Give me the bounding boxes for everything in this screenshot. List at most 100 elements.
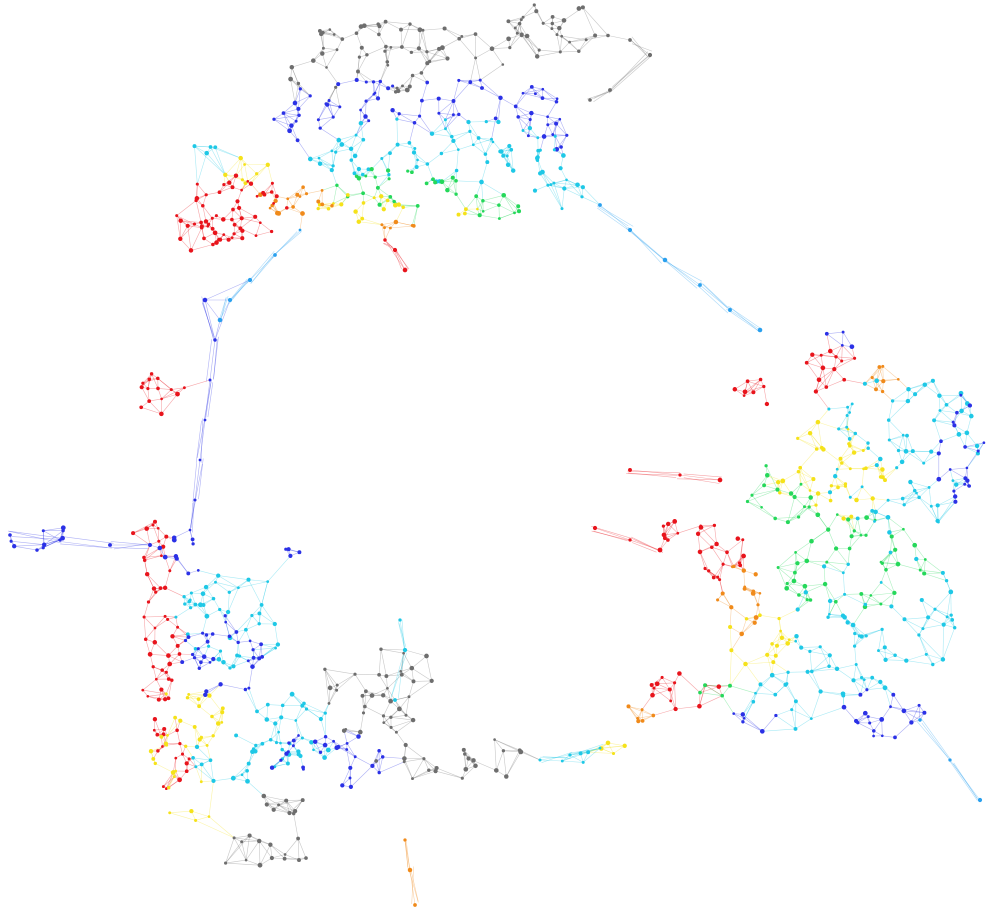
graph-edge [517, 116, 524, 131]
graph-node [377, 202, 382, 207]
graph-edge [251, 615, 260, 624]
graph-edge [934, 591, 952, 610]
graph-edge [918, 617, 929, 636]
graph-edge [800, 478, 814, 485]
graph-edge [742, 693, 756, 715]
graph-node [796, 436, 800, 440]
graph-node [922, 461, 926, 465]
graph-node [178, 718, 183, 723]
graph-edge [456, 149, 459, 171]
graph-node [266, 580, 270, 583]
graph-node [205, 639, 210, 644]
graph-node [309, 740, 314, 745]
graph-edge [719, 579, 724, 594]
graph-node [325, 66, 328, 69]
graph-edge [172, 636, 186, 641]
graph-node [210, 216, 214, 220]
graph-edge [699, 685, 706, 707]
graph-node [580, 185, 585, 190]
graph-edge [224, 615, 237, 633]
graph-node [929, 449, 934, 454]
graph-edge [395, 251, 410, 270]
graph-edge [496, 750, 504, 771]
graph-edge [847, 548, 850, 565]
graph-edge [142, 678, 157, 691]
graph-edge [297, 838, 300, 861]
graph-node [776, 566, 780, 569]
graph-edge [480, 64, 503, 81]
graph-node [860, 485, 864, 489]
graph-node [884, 567, 888, 572]
graph-edge [458, 80, 483, 89]
graph-edge [534, 4, 544, 24]
graph-edge [228, 278, 251, 304]
graph-node [442, 26, 447, 31]
graph-node [909, 720, 914, 725]
graph-edge [564, 188, 583, 198]
graph-node [377, 770, 381, 775]
graph-node [12, 544, 17, 549]
graph-node [178, 218, 183, 223]
graph-edge [586, 91, 611, 100]
graph-node [211, 242, 215, 247]
graph-edge [205, 586, 214, 599]
graph-edge [829, 613, 844, 616]
graph-node [286, 197, 290, 201]
graph-node [517, 21, 522, 26]
graph-node [198, 602, 203, 608]
graph-edge [372, 750, 380, 767]
graph-node [493, 116, 498, 121]
graph-node [754, 691, 757, 695]
graph-edge [826, 333, 831, 352]
graph-edge [233, 660, 249, 667]
graph-edge [270, 844, 273, 859]
graph-edge [248, 666, 253, 689]
graph-edge [297, 140, 311, 160]
graph-edge [208, 780, 214, 817]
graph-edge [291, 125, 298, 141]
graph-edge [198, 705, 213, 717]
graph-node [334, 150, 338, 154]
graph-node [406, 169, 410, 173]
graph-node [524, 33, 530, 39]
graph-edge [790, 483, 802, 494]
graph-edge [429, 48, 440, 62]
graph-edge [198, 646, 209, 649]
graph-node [853, 356, 857, 360]
graph-node [247, 686, 251, 690]
graph-node [905, 433, 909, 438]
graph-edge [762, 728, 796, 732]
graph-node [408, 22, 412, 26]
graph-edge [377, 81, 381, 99]
graph-node [384, 44, 388, 49]
graph-node [798, 465, 803, 470]
graph-edge [176, 215, 195, 225]
graph-edge [469, 131, 474, 145]
graph-node [218, 607, 222, 612]
graph-edge [211, 716, 222, 723]
graph-node [965, 466, 969, 470]
graph-node [793, 699, 798, 704]
graph-edge [375, 174, 389, 178]
graph-edge [638, 715, 654, 722]
graph-edge [741, 617, 757, 635]
graph-node [187, 599, 192, 604]
graph-node [153, 626, 157, 630]
graph-edge [396, 732, 406, 746]
graph-node [862, 710, 868, 716]
graph-edge [189, 499, 196, 530]
graph-node [870, 375, 874, 380]
graph-node [605, 740, 611, 746]
graph-edge [272, 183, 277, 197]
graph-edge [385, 21, 402, 30]
graph-edge [318, 157, 334, 167]
graph-node [201, 204, 205, 208]
graph-node [191, 755, 195, 760]
graph-edge [322, 32, 343, 40]
graph-edge [729, 685, 756, 694]
graph-edge [298, 83, 311, 97]
graph-edge [739, 539, 744, 563]
graph-node [864, 634, 868, 638]
graph-edge [241, 763, 249, 775]
graph-edge [273, 809, 290, 814]
